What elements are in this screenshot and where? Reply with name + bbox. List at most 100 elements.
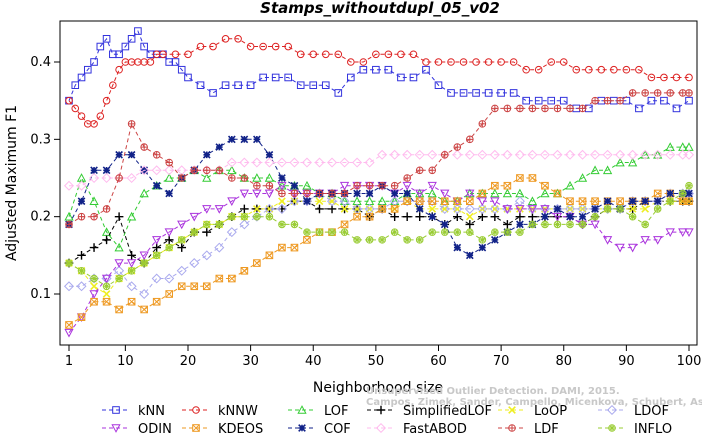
data-point-kdeos xyxy=(553,189,562,198)
data-point-kdeos xyxy=(228,274,236,283)
data-point-fastabod xyxy=(683,149,695,160)
legend-label: COF xyxy=(324,422,351,434)
data-point-inflo xyxy=(553,220,562,229)
data-point-loop xyxy=(315,197,324,206)
data-point-inflo xyxy=(65,259,73,267)
data-point-kdeos xyxy=(340,220,349,229)
data-point-knnw xyxy=(472,58,480,66)
data-point-ldf xyxy=(453,143,462,151)
data-point-cof xyxy=(202,150,211,159)
data-point-inflo xyxy=(177,236,186,244)
data-point-knn xyxy=(547,96,556,105)
data-point-kdeos xyxy=(353,212,361,221)
data-point-knnw xyxy=(484,58,493,66)
data-point-cof xyxy=(353,189,361,198)
data-point-ldf xyxy=(415,166,424,175)
data-point-kdeos xyxy=(240,267,249,275)
data-point-simplifiedlof xyxy=(164,235,174,245)
data-point-ldf xyxy=(653,89,662,97)
data-point-knn xyxy=(397,73,405,82)
data-point-cof xyxy=(428,212,437,221)
data-point-knn xyxy=(246,81,255,90)
data-point-knn xyxy=(271,73,280,82)
watermark-line-2: Campos, Zimek, Sander, Campello, Micenko… xyxy=(366,397,702,408)
data-point-odin xyxy=(678,228,688,237)
data-point-loop xyxy=(340,205,349,213)
data-point-ldf xyxy=(353,181,361,190)
data-point-fastabod xyxy=(577,149,588,160)
data-point-inflo xyxy=(503,228,512,236)
data-point-cof xyxy=(403,189,412,198)
data-point-inflo xyxy=(353,236,361,244)
data-point-loop xyxy=(465,212,474,221)
data-point-inflo xyxy=(265,212,274,221)
data-point-fastabod xyxy=(665,149,676,160)
data-point-fastabod xyxy=(89,172,100,184)
data-point-kdeos xyxy=(265,251,274,260)
data-point-knnw xyxy=(672,73,681,82)
data-point-ldf xyxy=(491,104,499,113)
data-point-knn xyxy=(472,89,480,97)
x-tick-label: 90 xyxy=(618,354,635,369)
data-point-kdeos xyxy=(378,205,386,213)
data-point-odin xyxy=(126,259,137,268)
data-point-knn xyxy=(127,35,136,43)
data-point-simplifiedlof xyxy=(315,204,324,214)
data-point-knn xyxy=(534,96,543,105)
data-point-loop xyxy=(253,205,261,213)
data-point-ldof xyxy=(176,265,187,276)
data-point-knn xyxy=(372,65,380,74)
plot-frame xyxy=(59,20,698,346)
data-point-simplifiedlof xyxy=(127,251,136,260)
data-point-inflo xyxy=(290,220,299,229)
data-point-inflo xyxy=(152,251,161,260)
data-point-cof xyxy=(415,205,424,213)
data-point-simplifiedlof xyxy=(152,243,161,252)
data-point-cof xyxy=(152,181,161,190)
data-point-knnw xyxy=(547,58,556,66)
legend-item-simplifiedlof: SimplifiedLOF xyxy=(367,404,492,419)
data-point-ldf xyxy=(378,181,386,190)
data-point-inflo xyxy=(466,228,474,236)
data-point-fastabod xyxy=(402,149,413,160)
data-point-ldf xyxy=(503,104,512,113)
x-tick-label: 100 xyxy=(677,354,702,369)
legend-label: INFLO xyxy=(634,422,672,434)
data-point-odin xyxy=(277,181,287,191)
data-point-inflo xyxy=(190,228,199,236)
data-point-cof xyxy=(303,197,311,206)
data-point-lof xyxy=(76,173,87,182)
data-point-inflo xyxy=(666,197,675,205)
data-point-cof xyxy=(541,212,549,221)
data-point-lof xyxy=(164,173,174,182)
data-point-fastabod xyxy=(276,157,287,168)
data-point-loop xyxy=(516,205,524,213)
data-point-lof xyxy=(89,196,99,205)
data-point-knnw xyxy=(584,65,593,74)
data-point-fastabod xyxy=(565,149,576,160)
data-point-knn xyxy=(221,81,230,90)
data-point-ldf xyxy=(177,174,186,182)
data-point-loop xyxy=(278,197,286,206)
data-point-knn xyxy=(96,42,105,51)
legend-item-ldof: LDOF xyxy=(598,404,669,419)
data-point-cof xyxy=(641,197,650,206)
data-point-loop xyxy=(102,290,111,298)
data-point-knn xyxy=(409,73,418,82)
series-kdeos xyxy=(65,174,693,329)
legend-label: kNNW xyxy=(218,404,258,419)
data-point-cof xyxy=(290,181,299,190)
legend-marker-loop xyxy=(508,406,516,414)
data-point-fastabod xyxy=(76,180,87,191)
data-point-lof xyxy=(126,211,137,221)
data-point-knn xyxy=(647,96,656,105)
data-point-loop xyxy=(428,205,437,213)
data-point-knnw xyxy=(234,35,242,43)
data-point-kdeos xyxy=(516,174,524,182)
legend-item-fastabod: FastABOD xyxy=(367,422,467,434)
data-point-kdeos xyxy=(616,197,624,205)
data-point-fastabod xyxy=(226,157,237,168)
data-point-lof xyxy=(101,227,112,236)
data-point-knn xyxy=(140,42,148,51)
data-point-knn xyxy=(685,96,693,105)
